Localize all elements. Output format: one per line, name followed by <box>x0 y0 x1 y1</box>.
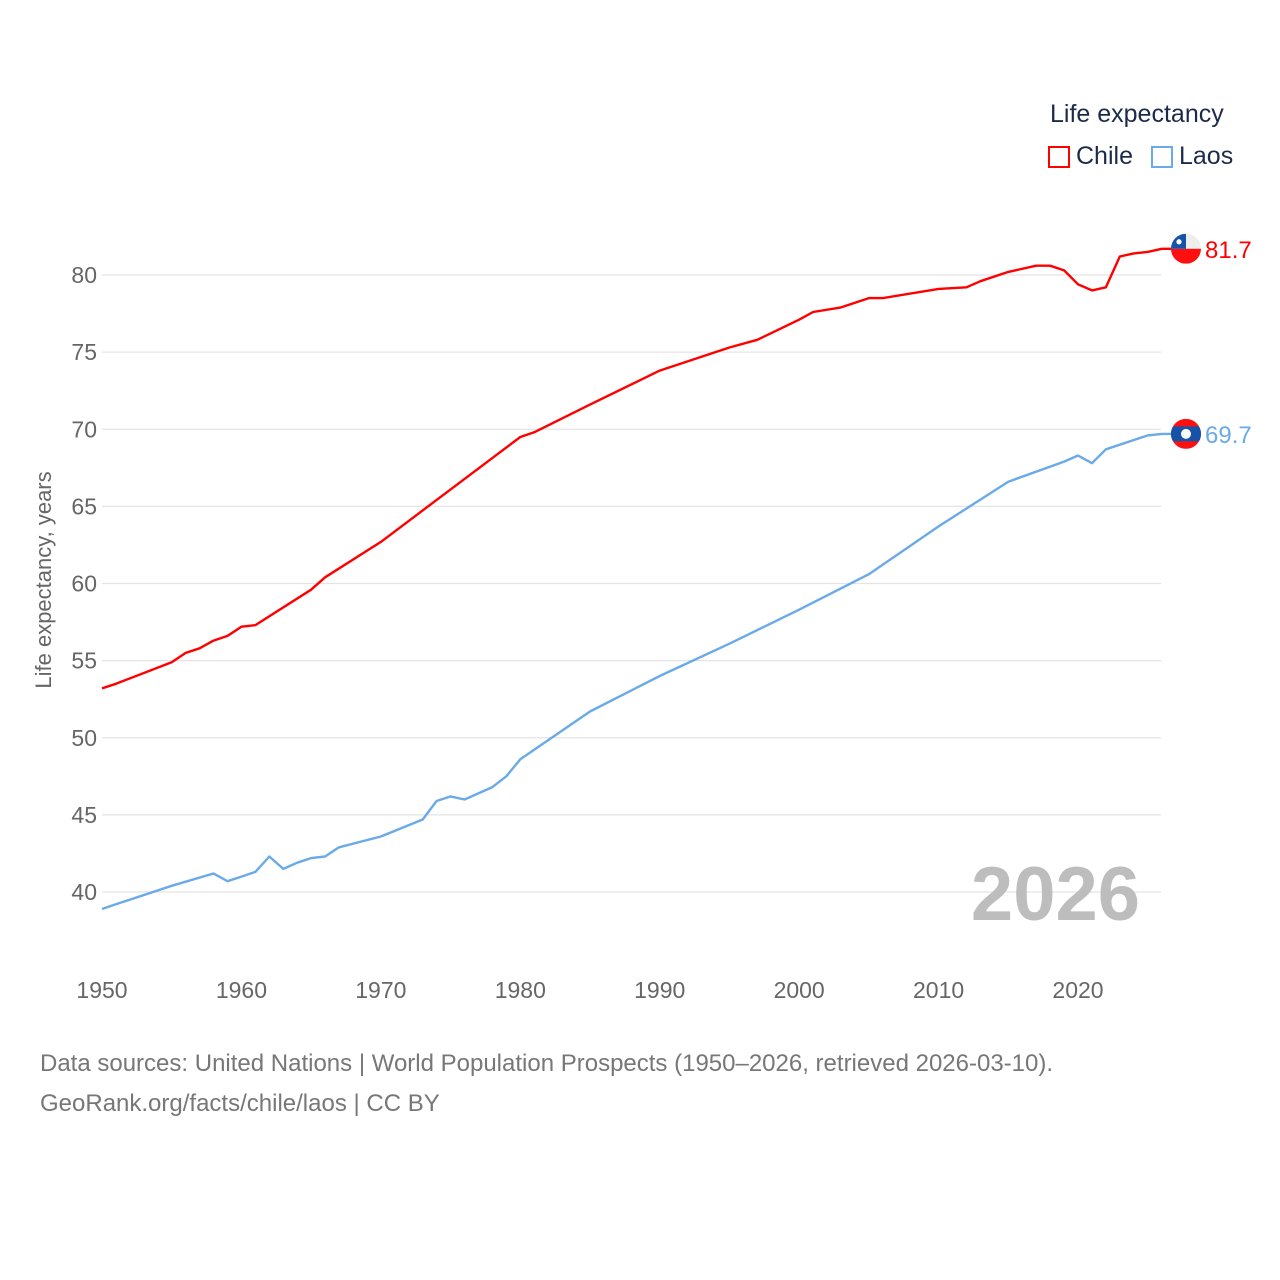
y-tick-label: 65 <box>71 493 97 519</box>
flag-icon-chile <box>1171 233 1201 264</box>
x-tick-label: 2020 <box>1052 977 1103 1003</box>
y-axis-label: Life expectancy, years <box>31 471 56 688</box>
y-tick-label: 80 <box>71 262 97 288</box>
flag-icon-laos <box>1171 418 1201 449</box>
flag-shape <box>1171 233 1201 264</box>
end-value-label-laos: 69.7 <box>1205 422 1252 449</box>
y-tick-label: 40 <box>71 879 97 905</box>
legend-swatch-chile <box>1048 145 1070 168</box>
flag-moon <box>1181 428 1191 439</box>
legend-label-laos: Laos <box>1178 142 1234 170</box>
x-tick-label: 1970 <box>355 977 406 1003</box>
source-line-1: Data sources: United Nations | World Pop… <box>40 1050 1054 1077</box>
series-line-chile <box>101 247 1172 690</box>
x-tick-label: 1950 <box>76 977 127 1003</box>
y-tick-label: 50 <box>71 725 97 751</box>
flag-red <box>1171 248 1201 264</box>
flag-shape <box>1171 418 1201 449</box>
legend-swatch-laos <box>1150 145 1173 168</box>
x-tick-label: 1980 <box>495 977 546 1003</box>
x-tick-label: 2010 <box>913 977 964 1003</box>
x-tick-label: 1960 <box>216 977 267 1003</box>
source-line-2: GeoRank.org/facts/chile/laos | CC BY <box>40 1090 440 1117</box>
series-line-laos <box>101 432 1172 911</box>
y-tick-label: 60 <box>71 571 97 597</box>
legend-title: Life expectancy <box>1050 100 1224 128</box>
y-tick-label: 55 <box>71 648 97 674</box>
y-tick-label: 45 <box>71 802 97 828</box>
x-tick-label: 1990 <box>634 977 685 1003</box>
legend-item-chile[interactable]: Chile <box>1048 142 1133 171</box>
x-tick-label: 2000 <box>774 977 825 1003</box>
line-chart: 40 45 50 55 60 65 70 75 80 1950 1960 1970 1980 1990 20… <box>31 233 1252 1003</box>
legend-label-chile: Chile <box>1076 142 1133 170</box>
y-tick-label: 75 <box>71 339 97 365</box>
end-value-label-chile: 81.7 <box>1205 237 1252 264</box>
legend: Chile Laos <box>1048 142 1233 171</box>
source-note: Data sources: United Nations | World Pop… <box>40 1044 1053 1124</box>
legend-item-laos[interactable]: Laos <box>1150 142 1234 171</box>
y-tick-label: 70 <box>71 416 97 442</box>
flag-star <box>1176 239 1182 245</box>
year-label: 2026 <box>971 852 1140 937</box>
